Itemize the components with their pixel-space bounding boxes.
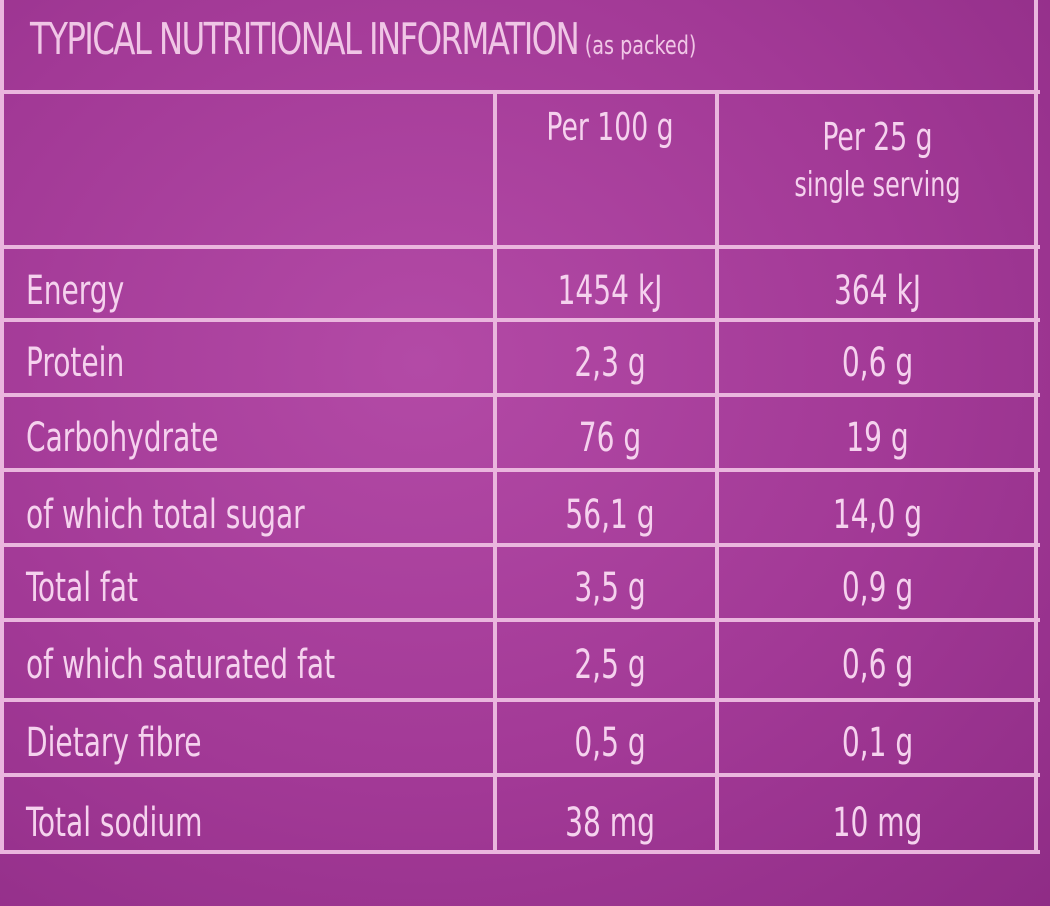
- nutrient-name: Carbohydrate: [26, 415, 219, 461]
- rule: [0, 773, 1040, 777]
- value-per-100g: 2,3 g: [574, 340, 646, 386]
- rule: [0, 393, 1040, 397]
- column-rule: [1034, 0, 1038, 852]
- rule: [0, 618, 1040, 622]
- rule: [0, 543, 1040, 547]
- value-per-25g: 0,1 g: [841, 720, 914, 766]
- nutrient-name: Dietary fibre: [26, 720, 202, 766]
- column-header-per-25g: Per 25 g: [822, 115, 933, 159]
- title-text: TYPICAL NUTRITIONAL INFORMATION: [30, 14, 580, 65]
- value-per-25g: 19 g: [846, 415, 909, 461]
- value-per-100g: 76 g: [578, 415, 642, 461]
- column-rule: [715, 90, 719, 852]
- nutrient-name: Protein: [26, 340, 125, 386]
- value-per-100g: 1454 kJ: [557, 268, 663, 314]
- column-rule: [493, 90, 497, 852]
- rule: [0, 90, 1040, 94]
- column-rule: [0, 0, 4, 852]
- label-title: TYPICAL NUTRITIONAL INFORMATION (as packe…: [30, 14, 696, 65]
- rule: [0, 850, 1040, 854]
- title-note: (as packed): [584, 31, 697, 61]
- nutrient-name: Total sodium: [26, 800, 203, 846]
- column-header-per-100g: Per 100 g: [546, 105, 674, 149]
- nutrient-name: Total fat: [26, 565, 138, 611]
- nutrient-name: of which total sugar: [26, 492, 305, 538]
- rule: [0, 245, 1040, 249]
- value-per-25g: 0,9 g: [841, 565, 914, 611]
- value-per-25g: 14,0 g: [832, 492, 923, 538]
- rule: [0, 318, 1040, 322]
- value-per-100g: 2,5 g: [574, 642, 646, 688]
- column-header-serving: single serving: [794, 165, 961, 205]
- value-per-100g: 0,5 g: [574, 720, 646, 766]
- value-per-25g: 0,6 g: [841, 340, 914, 386]
- value-per-25g: 0,6 g: [841, 642, 914, 688]
- nutrient-name: of which saturated fat: [26, 642, 336, 688]
- rule: [0, 698, 1040, 702]
- value-per-100g: 38 mg: [565, 800, 655, 846]
- nutrient-name: Energy: [26, 268, 125, 314]
- rule: [0, 468, 1040, 472]
- value-per-25g: 10 mg: [832, 800, 923, 846]
- value-per-25g: 364 kJ: [833, 268, 921, 314]
- value-per-100g: 56,1 g: [565, 492, 655, 538]
- value-per-100g: 3,5 g: [574, 565, 646, 611]
